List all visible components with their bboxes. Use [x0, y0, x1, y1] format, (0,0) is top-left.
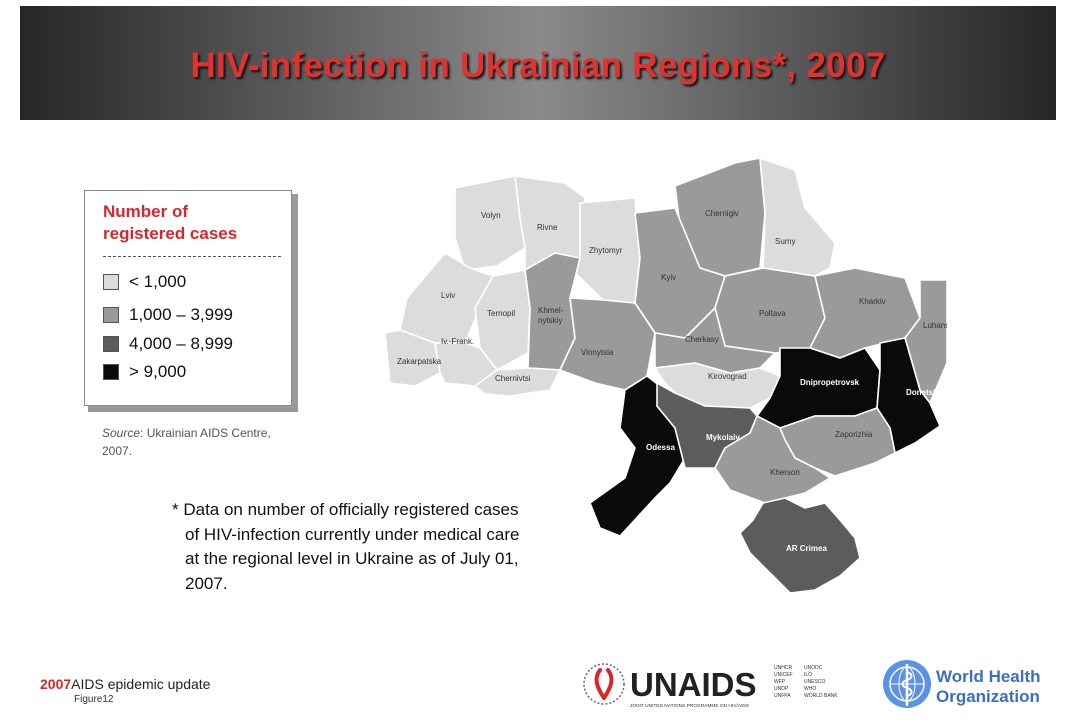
region-label: Ternopil	[487, 309, 515, 318]
who-name-line2: Organization	[936, 687, 1040, 706]
legend-title-line2: registered cases	[103, 224, 238, 243]
source-text: : Ukrainian AIDS Centre, 2007.	[102, 426, 271, 458]
unaids-logo: UNAIDS JOINT UNITED NATIONS PROGRAMME ON…	[583, 663, 838, 709]
region-label: Kharkiv	[859, 297, 886, 306]
region-label: Zhytomyr	[589, 246, 623, 255]
region-label: Sumy	[775, 237, 795, 246]
region-label: Kherson	[770, 468, 800, 477]
region-label: Volyn	[481, 211, 501, 220]
cosponsor: UNICEF	[774, 672, 793, 678]
cosponsor: ILO	[804, 672, 812, 678]
region-label-line1: Khmel-	[538, 306, 564, 315]
who-name-line1: World Health	[936, 667, 1041, 686]
cosponsor: UNHCR	[774, 665, 792, 671]
legend-item-1000-3999: 1,000 – 3,999	[103, 304, 233, 326]
source-prefix: Source	[102, 426, 141, 440]
legend-divider	[103, 256, 281, 257]
region-label: Lviv	[441, 291, 455, 300]
region-label: Odessa	[646, 443, 675, 452]
legend-label: 4,000 – 8,999	[129, 334, 233, 353]
who-logo: World Health Organization	[883, 660, 1041, 708]
unaids-tagline: JOINT UNITED NATIONS PROGRAMME ON HIV/AI…	[630, 703, 749, 709]
legend-title-line1: Number of	[103, 202, 188, 221]
region-label: Zaporizhia	[835, 430, 873, 439]
region-label: Zakarpatska	[397, 357, 442, 366]
title-banner: HIV-infection in Ukrainian Regions*, 200…	[20, 6, 1056, 120]
source-note: Source: Ukrainian AIDS Centre, 2007.	[102, 424, 302, 460]
figure-number: Figure12	[74, 694, 114, 705]
legend-label: < 1,000	[129, 272, 187, 291]
region-chernivtsi	[474, 367, 561, 397]
footer-year: 2007	[40, 676, 72, 692]
region-label: AR Crimea	[786, 544, 827, 553]
region-donetsk	[876, 337, 941, 454]
cosponsor: UNODC	[804, 665, 823, 671]
unaids-cosponsors: UNHCR UNICEF WFP UNDP UNFPA UNODC ILO UN…	[774, 665, 838, 699]
cosponsor: WHO	[804, 686, 816, 692]
region-label: Vinnytsia	[581, 348, 614, 357]
legend-title: Number of registered cases	[103, 201, 293, 245]
region-label: Chernigiv	[705, 209, 739, 218]
red-ribbon-icon	[583, 663, 625, 705]
page-title: HIV-infection in Ukrainian Regions*, 200…	[190, 46, 886, 85]
region-label: Khmel- nytskiy	[538, 306, 566, 325]
cosponsor: WFP	[774, 679, 786, 685]
legend-swatch	[103, 307, 119, 323]
region-label: Luhansk	[923, 321, 947, 330]
legend-item-4000-8999: 4,000 – 8,999	[103, 333, 233, 355]
region-label: Chernivtsi	[495, 374, 531, 383]
footer-label: AIDS epidemic update	[71, 676, 211, 692]
region-label: Kyiv	[661, 273, 676, 282]
region-label-line2: nytskiy	[538, 316, 562, 325]
region-label: Poltava	[759, 309, 786, 318]
region-label: Kirovograd	[708, 372, 747, 381]
unaids-wordmark: UNAIDS	[630, 666, 757, 703]
region-sumy	[759, 158, 836, 277]
legend-label: > 9,000	[129, 362, 187, 381]
legend-item-under-1000: < 1,000	[103, 271, 186, 293]
legend-swatch	[103, 336, 119, 352]
cosponsor: UNDP	[774, 686, 789, 692]
region-label: Iv.-Frank.	[441, 337, 474, 346]
region-label: Rivne	[537, 223, 558, 232]
legend-swatch	[103, 364, 119, 380]
legend-item-over-9000: > 9,000	[103, 361, 186, 383]
region-vinnytsia	[559, 297, 656, 391]
footnote: * Data on number of officially registere…	[172, 500, 520, 593]
region-kherson	[714, 415, 831, 504]
cosponsor: WORLD BANK	[804, 693, 838, 699]
cosponsor: UNFPA	[774, 693, 791, 699]
legend-label: 1,000 – 3,999	[129, 305, 233, 324]
legend: Number of registered cases < 1,000 1,000…	[84, 190, 292, 406]
region-label: Mykolaiv	[706, 433, 740, 442]
region-ar-crimea	[739, 497, 861, 594]
region-label: Donetsk	[906, 388, 938, 397]
region-label: Cherkasy	[685, 335, 719, 344]
cosponsor: UNESCO	[804, 679, 826, 685]
who-emblem-icon	[883, 660, 931, 708]
region-volyn	[454, 175, 526, 271]
region-label: Dnipropetrovsk	[800, 378, 860, 387]
footer-caption: 2007AIDS epidemic update Figure12	[40, 676, 211, 705]
legend-swatch	[103, 274, 119, 290]
ukraine-map: Volyn Rivne Zhytomyr Chernigiv Sumy Lviv…	[385, 158, 947, 594]
